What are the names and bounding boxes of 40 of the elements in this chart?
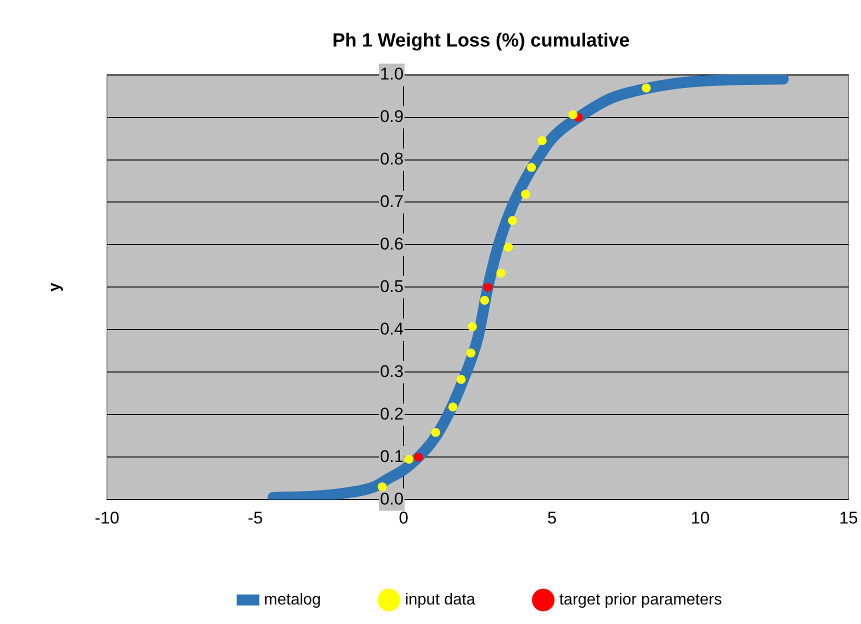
x-tick-label: 0 bbox=[398, 508, 408, 528]
point bbox=[480, 296, 490, 305]
point bbox=[414, 452, 423, 462]
point bbox=[526, 162, 536, 172]
y-tick-label: 0.1 bbox=[380, 446, 404, 466]
y-tick-label: 0.7 bbox=[380, 192, 404, 211]
y-tick-label: 0.8 bbox=[380, 149, 404, 168]
point bbox=[538, 136, 547, 146]
x-tick-label: 15 bbox=[839, 508, 858, 528]
y-tick-label: 0.5 bbox=[380, 276, 404, 296]
y-axis-title: y bbox=[46, 282, 64, 292]
legend-label: input data bbox=[404, 591, 476, 608]
x-tick-label: 5 bbox=[547, 508, 557, 528]
point bbox=[508, 216, 517, 226]
y-tick-label: 0.4 bbox=[380, 319, 404, 338]
legend-label: target prior parameters bbox=[559, 591, 722, 608]
point bbox=[468, 322, 477, 332]
y-tick-label: 1.0 bbox=[380, 64, 404, 84]
point bbox=[466, 348, 476, 358]
point bbox=[496, 268, 506, 278]
x-tick-label: 10 bbox=[690, 508, 710, 528]
y-tick-label: 0.9 bbox=[380, 106, 404, 126]
y-tick-label: 0.0 bbox=[380, 489, 404, 508]
y-tick-label: 0.3 bbox=[380, 362, 404, 381]
point bbox=[431, 428, 440, 437]
point bbox=[483, 282, 492, 292]
point bbox=[568, 110, 578, 120]
point bbox=[378, 482, 387, 492]
point bbox=[521, 190, 530, 199]
point bbox=[504, 242, 513, 252]
point bbox=[642, 83, 651, 92]
y-tick-label: 0.2 bbox=[380, 404, 404, 424]
point bbox=[404, 454, 414, 464]
y-tick-label: 0.6 bbox=[380, 234, 404, 254]
legend-label: metalog bbox=[264, 591, 321, 608]
point bbox=[448, 402, 458, 412]
point bbox=[456, 374, 466, 384]
chart-title: Ph 1 Weight Loss (%) cumulative bbox=[332, 30, 630, 52]
x-tick-label: -10 bbox=[94, 508, 120, 528]
x-tick-label: -5 bbox=[248, 508, 263, 528]
